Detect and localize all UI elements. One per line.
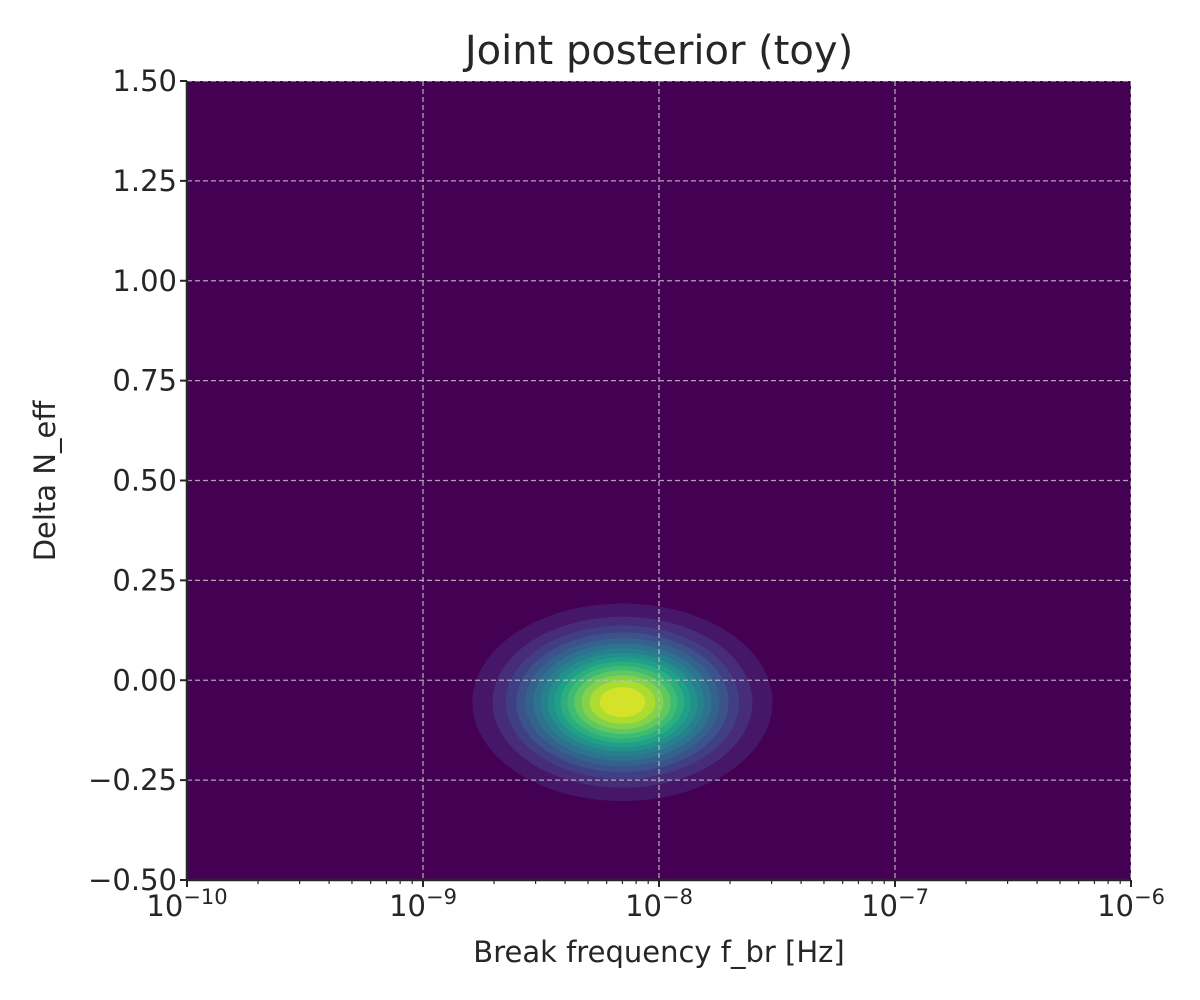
y-tick-label: 1.00	[112, 264, 177, 298]
y-tick-label: 1.50	[112, 64, 177, 98]
x-tick-label: 10−9	[389, 885, 457, 923]
y-tick-label: 0.75	[112, 364, 177, 398]
y-tick-label: 0.25	[112, 563, 177, 597]
chart-title: Joint posterior (toy)	[462, 28, 853, 74]
x-axis-label: Break frequency f_br [Hz]	[473, 935, 844, 969]
grid-lines	[187, 81, 1131, 880]
density-level-15	[599, 687, 646, 718]
x-tick-label: 10−7	[861, 885, 929, 923]
y-axis-label: Delta N_eff	[28, 400, 62, 562]
y-tick-label: −0.25	[88, 763, 177, 797]
y-tick-label: −0.50	[88, 863, 177, 897]
x-axis-ticks: 10−10 10−9 10−8 10−7 10−6	[146, 880, 1165, 923]
y-tick-label: 0.00	[112, 663, 177, 697]
density-contours	[472, 603, 773, 802]
x-tick-label: 10−8	[625, 885, 693, 923]
y-tick-label: 1.25	[112, 164, 177, 198]
y-axis-ticks: −0.50 −0.25 0.00 0.25 0.50 0.75 1.00 1.25 1.50	[88, 64, 187, 897]
y-tick-label: 0.50	[112, 464, 177, 498]
x-tick-label: 10−6	[1097, 885, 1165, 923]
x-tick-label: 10−10	[146, 885, 227, 923]
plot-area	[187, 81, 1131, 880]
